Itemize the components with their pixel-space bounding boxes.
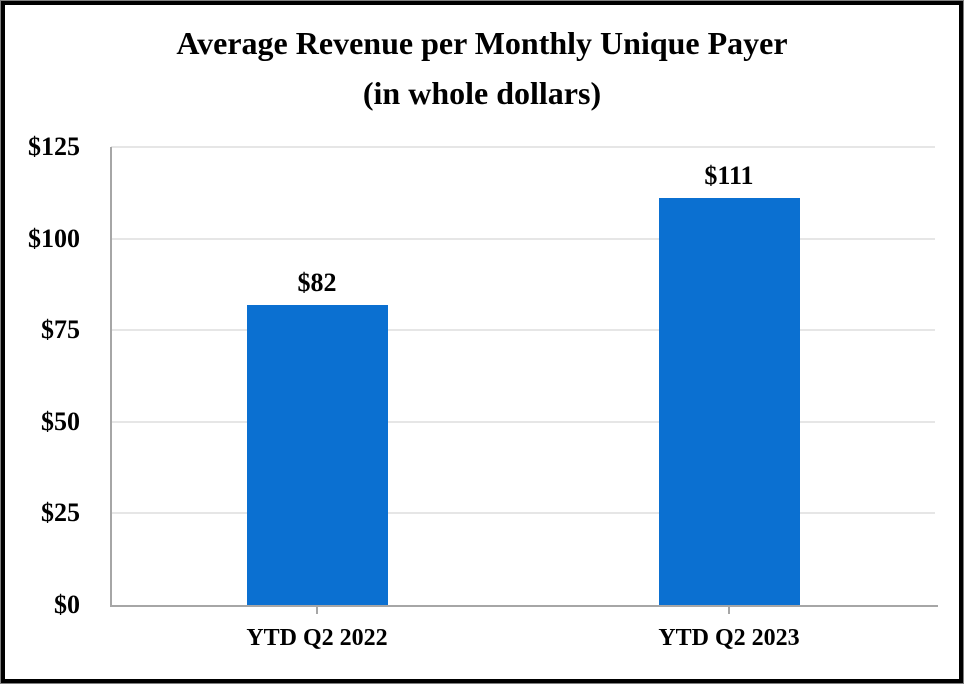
y-axis-tick-label: $75 xyxy=(41,315,80,344)
y-axis-line xyxy=(110,147,112,607)
bar xyxy=(659,198,800,605)
y-axis-tick-label: $0 xyxy=(54,590,80,619)
chart-title: Average Revenue per Monthly Unique Payer xyxy=(176,25,788,61)
bar-value-label: $111 xyxy=(704,161,754,190)
x-axis-category-label: YTD Q2 2022 xyxy=(246,625,388,651)
y-axis-tick-label: $25 xyxy=(41,498,80,527)
gridline xyxy=(111,329,935,331)
x-axis-line xyxy=(110,605,938,607)
bar-value-label: $82 xyxy=(297,268,337,297)
gridline xyxy=(111,512,935,514)
chart-title-block: Average Revenue per Monthly Unique Payer… xyxy=(0,18,964,118)
gridline xyxy=(111,146,935,148)
y-axis-tick-label: $50 xyxy=(41,407,80,436)
chart-subtitle: (in whole dollars) xyxy=(362,75,602,111)
gridline xyxy=(111,421,935,423)
gridline xyxy=(111,238,935,240)
x-axis-tick xyxy=(728,607,730,614)
bar xyxy=(247,305,388,605)
x-axis-category-label: YTD Q2 2023 xyxy=(658,625,800,651)
y-axis-tick-label: $125 xyxy=(28,132,80,161)
x-axis-tick xyxy=(316,607,318,614)
y-axis-tick-label: $100 xyxy=(28,224,80,253)
